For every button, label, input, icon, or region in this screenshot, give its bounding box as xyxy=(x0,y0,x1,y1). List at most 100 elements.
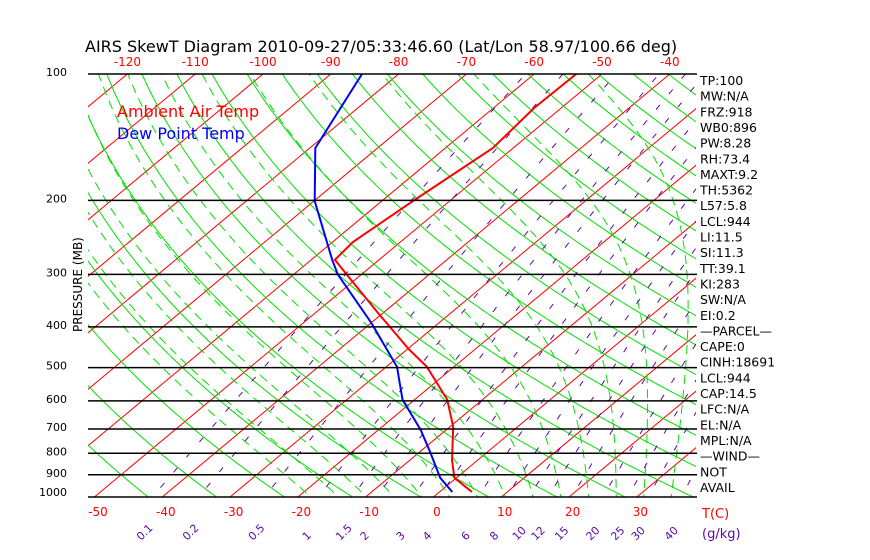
stability-indices-panel: TP:100MW:N/AFRZ:918WB0:896PW:8.28RH:73.4… xyxy=(699,73,775,495)
dry-adiabat-line xyxy=(88,260,354,497)
dry-adiabat-line xyxy=(88,323,286,497)
mixing-ratio-label: 10 xyxy=(510,524,529,543)
x-tick-label-bottom: 30 xyxy=(633,505,648,519)
dry-adiabat-line xyxy=(492,74,696,232)
y-tick-label: 900 xyxy=(46,467,67,480)
dry-adiabat-line xyxy=(141,74,627,497)
moist-adiabat-line xyxy=(161,74,506,497)
profiles xyxy=(313,74,577,493)
mixing-ratio-label: 1.5 xyxy=(333,522,355,544)
mixing-ratio-unit-label: (g/kg) xyxy=(702,527,741,542)
index-label: LCL:944 xyxy=(700,214,751,229)
x-tick-label-top: -120 xyxy=(114,55,141,69)
dry-adiabat-line xyxy=(281,74,696,406)
grid-lines xyxy=(0,65,870,503)
dry-adiabat-line xyxy=(0,65,18,503)
mixing-ratio-label: 30 xyxy=(629,524,648,543)
mixing-ratio-label: 0.5 xyxy=(246,522,268,544)
dry-adiabat-line xyxy=(386,74,696,317)
isotherm-line xyxy=(364,221,696,497)
index-label: SI:11.3 xyxy=(700,245,744,260)
index-label: WB0:896 xyxy=(700,120,757,135)
isotherm-line xyxy=(765,65,870,503)
x-tick-label-top: -110 xyxy=(182,55,209,69)
index-label: LCL:944 xyxy=(700,370,751,385)
x-tick-label-bottom: 20 xyxy=(565,505,580,519)
mixing-ratio-label: 1 xyxy=(300,529,314,543)
index-label: TH:5362 xyxy=(699,183,753,198)
index-label: CAPE:0 xyxy=(700,339,745,354)
mixing-ratio-label: 12 xyxy=(529,524,548,543)
x-tick-label-bottom: -10 xyxy=(359,505,379,519)
index-label: FRZ:918 xyxy=(700,104,753,119)
x-tick-label-bottom: 0 xyxy=(433,505,441,519)
x-tick-label-top: -70 xyxy=(457,55,477,69)
index-label: AVAIL xyxy=(700,480,735,495)
index-label: MW:N/A xyxy=(700,89,749,104)
isotherm-line xyxy=(500,334,696,497)
dry-adiabat-line xyxy=(421,74,696,288)
index-label: L57:5.8 xyxy=(700,198,747,213)
isotherm-line xyxy=(88,74,468,390)
isotherm-line xyxy=(88,74,264,221)
y-tick-label: 1000 xyxy=(39,486,67,499)
x-tick-label-top: -100 xyxy=(249,55,276,69)
isotherm-line xyxy=(229,108,696,497)
mixing-ratio-label: 8 xyxy=(487,529,501,543)
x-tick-label-bottom: -20 xyxy=(292,505,312,519)
moist-adiabat-line xyxy=(201,74,534,497)
index-label: LI:11.5 xyxy=(700,230,743,245)
index-label: —WIND— xyxy=(700,449,760,464)
y-tick-label: 200 xyxy=(46,192,67,205)
index-label: NOT xyxy=(700,464,727,479)
mixing-ratio-label: 4 xyxy=(420,529,434,543)
isotherm-line xyxy=(568,390,696,497)
y-tick-label: 500 xyxy=(46,360,67,373)
dry-adiabat-line xyxy=(88,384,218,497)
moist-adiabat-line xyxy=(88,282,312,497)
mixing-ratio-label: 2 xyxy=(358,529,372,543)
dry-adiabat-line xyxy=(176,74,695,497)
dry-adiabat-line xyxy=(88,191,422,497)
index-label: LFC:N/A xyxy=(700,402,750,417)
mixing-ratio-label: 25 xyxy=(608,524,627,543)
index-label: SW:N/A xyxy=(700,292,746,307)
mixing-ratio-line xyxy=(505,220,696,497)
moist-adiabat-line xyxy=(249,74,562,497)
index-label: EL:N/A xyxy=(700,417,742,432)
y-tick-label: 100 xyxy=(46,66,67,79)
mixing-ratio-line xyxy=(547,270,696,497)
mixing-ratio-line xyxy=(376,84,696,497)
legend-dew-point-temp: Dew Point Temp xyxy=(117,124,245,143)
index-label: RH:73.4 xyxy=(700,151,750,166)
dewpoint-profile-line xyxy=(313,74,454,493)
index-label: PW:8.28 xyxy=(700,136,751,151)
dry-adiabat-line xyxy=(88,444,150,497)
index-label: TT:39.1 xyxy=(699,261,746,276)
isotherm-line xyxy=(88,74,332,277)
index-label: KI:283 xyxy=(700,277,740,292)
x-tick-label-top: -90 xyxy=(321,55,341,69)
dry-adiabat-line xyxy=(457,74,696,260)
mixing-ratio-line xyxy=(198,74,564,497)
moist-adiabat-line xyxy=(88,249,340,497)
temperature-profile-line xyxy=(333,74,577,493)
index-label: CINH:18691 xyxy=(700,355,775,370)
index-label: EI:0.2 xyxy=(700,308,736,323)
isotherm-line xyxy=(88,74,196,164)
x-tick-label-top: -80 xyxy=(389,55,409,69)
x-tick-label-top: -50 xyxy=(592,55,612,69)
moist-adiabat-line xyxy=(308,74,590,497)
dry-adiabat-line xyxy=(351,74,696,346)
y-tick-label: 400 xyxy=(46,319,67,332)
dry-adiabat-line xyxy=(88,114,490,497)
isotherm-line xyxy=(0,65,71,503)
index-label: MAXT:9.2 xyxy=(700,167,758,182)
index-label: TP:100 xyxy=(699,73,743,88)
x-tick-label-bottom: -40 xyxy=(156,505,176,519)
isotherm-line xyxy=(432,277,696,497)
x-tick-label-top: -40 xyxy=(660,55,680,69)
y-tick-label: 700 xyxy=(46,421,67,434)
dry-adiabat-line xyxy=(246,74,696,436)
moist-adiabat-line xyxy=(588,74,689,497)
